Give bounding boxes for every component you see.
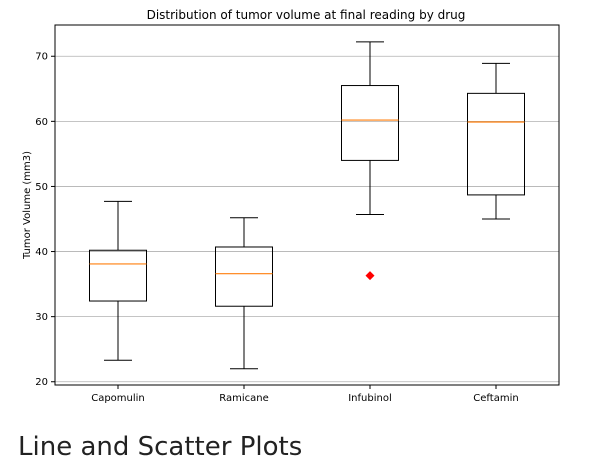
box-iqr	[89, 249, 147, 302]
y-tick-label: 50	[35, 182, 48, 193]
box-ceftamin	[467, 62, 525, 220]
chart-title: Distribution of tumor volume at final re…	[147, 8, 466, 22]
box-iqr	[215, 246, 273, 307]
box-series	[89, 41, 525, 370]
y-tick-label: 70	[35, 52, 48, 63]
y-axis-label: Tumor Volume (mm3)	[22, 151, 33, 260]
gridlines	[55, 55, 559, 383]
y-tick-label: 40	[35, 247, 48, 258]
box-ramicane	[215, 217, 273, 370]
x-tick-label: Ramicane	[219, 393, 269, 404]
outlier-point	[365, 271, 375, 281]
plot-frame	[54, 24, 560, 386]
x-axis: Capomulin Ramicane Infubinol Ceftamin	[91, 385, 519, 404]
section-heading-partial: Line and Scatter Plots	[18, 432, 303, 462]
box-iqr	[467, 92, 525, 196]
box-plot-chart: Distribution of tumor volume at final re…	[22, 8, 560, 404]
y-tick-label: 60	[35, 117, 48, 128]
box-infubinol	[341, 41, 399, 281]
y-axis: 20 30 40 50 60 70	[35, 52, 55, 388]
box-iqr	[341, 85, 399, 161]
y-tick-label: 20	[35, 377, 48, 388]
y-tick-label: 30	[35, 312, 48, 323]
box-capomulin	[89, 200, 147, 361]
x-tick-label: Ceftamin	[473, 393, 518, 404]
x-tick-label: Capomulin	[91, 393, 145, 404]
x-tick-label: Infubinol	[348, 393, 392, 404]
